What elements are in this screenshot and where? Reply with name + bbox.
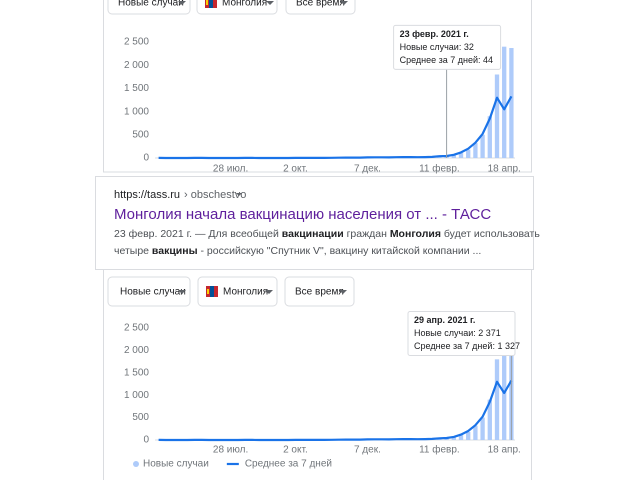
chart: 0 500 1 000 1 500 2 000 2 500 28 июл. 2 окт. 7 д… [124, 311, 521, 470]
tooltip [407, 311, 516, 356]
x-tick-label: 7 дек. [354, 445, 381, 456]
snippet-line: 23 февр. 2021 г. — Для всеобщей вакцинац… [114, 228, 540, 240]
dropdown-arrow [266, 1, 274, 5]
x-tick-label: 18 апр. [488, 164, 521, 175]
legend-swatch [133, 461, 139, 467]
bar [451, 155, 456, 158]
filter-chip[interactable] [284, 276, 355, 307]
result-title[interactable]: Монголия начала вакцинацию населения от … [114, 206, 491, 223]
y-tick-label: 2 000 [124, 345, 149, 356]
bar [444, 438, 449, 440]
menu-arrow[interactable] [236, 193, 242, 196]
bar [494, 74, 500, 158]
snippet-bold: вакцинации [282, 228, 344, 240]
tooltip-line: Среднее за 7 дней: 1 327 [414, 341, 520, 351]
legend-label: Среднее за 7 дней [245, 459, 332, 470]
x-tick-label: 2 окт. [283, 164, 308, 175]
filter-chip[interactable] [107, 276, 191, 307]
bar [509, 48, 514, 158]
line [158, 379, 513, 442]
bar [466, 431, 471, 440]
search-result-card [95, 176, 534, 270]
y-tick-label: 500 [132, 129, 149, 140]
bar [487, 116, 492, 158]
snippet-text: граждан [344, 228, 390, 240]
bar [502, 332, 507, 440]
chip-label[interactable]: Новые случаи [120, 287, 186, 298]
x-tick-label: 11 февр. [419, 444, 460, 456]
snippet-text: будет использовать [441, 228, 540, 240]
bar [473, 143, 478, 158]
y-tick-label: 2 500 [124, 323, 149, 334]
bar [480, 417, 485, 440]
x-tick-label: 18 апр. [488, 445, 521, 456]
filter-chip[interactable] [197, 276, 278, 307]
x-tick-label: 28 июл. [213, 164, 248, 175]
filter-chip[interactable] [196, 0, 278, 15]
y-tick-label: 1 000 [124, 390, 149, 401]
filter-bar: Новые случаи Монголия Все время [107, 276, 355, 307]
y-tick-label: 500 [132, 412, 149, 423]
url[interactable]: https://tass.ru [114, 189, 180, 201]
chip-label[interactable]: Новые случаи [118, 0, 184, 9]
chart: 0 500 1 000 1 500 2 000 2 500 28 июл. 2 окт. 7 д… [124, 24, 521, 175]
dropdown-arrow [339, 290, 347, 294]
snippet-bold: вакцины [152, 245, 198, 257]
breadcrumb[interactable]: › obschestvo [184, 189, 246, 201]
x-tick-label: 28 июл. [213, 445, 248, 456]
snippet-text: четыре [114, 245, 152, 257]
y-tick-label: 1 000 [124, 106, 149, 117]
bar [458, 152, 464, 158]
chip-label[interactable]: Все время [295, 287, 344, 298]
tooltip-line: Среднее за 7 дней: 44 [400, 55, 493, 65]
tooltip [393, 24, 502, 70]
chip-label[interactable]: Монголия [222, 0, 267, 9]
x-tick-label: 11 февр. [419, 163, 460, 175]
dropdown-arrow [178, 290, 186, 294]
filter-chip[interactable] [285, 0, 356, 15]
y-tick-label: 0 [143, 435, 149, 446]
dropdown-arrow [178, 1, 186, 5]
flag [205, 0, 217, 8]
filter-bar: Новые случаи Монголия Все время [107, 0, 356, 15]
dropdown-arrow [340, 1, 348, 5]
bar [466, 149, 471, 158]
y-tick-label: 2 500 [124, 37, 149, 48]
search-result: https://tass.ru › obschestvo Монголия нач… [114, 189, 540, 257]
bar [480, 134, 485, 158]
result-url[interactable]: https://tass.ru › obschestvo [114, 189, 246, 201]
bar [451, 437, 456, 440]
line [158, 95, 513, 160]
tooltip-line: Новые случаи: 2 371 [414, 328, 501, 338]
snippet-bold: Монголия [390, 228, 441, 240]
bar [502, 46, 507, 158]
filter-chip[interactable] [107, 0, 191, 15]
tooltip-line: Новые случаи: 32 [400, 42, 474, 52]
tooltip-date: 29 апр. 2021 г. [414, 315, 475, 325]
bar [487, 399, 492, 440]
chip-label[interactable]: Монголия [223, 287, 268, 298]
legend-label: Новые случаи [143, 459, 209, 470]
snippet-text: 23 февр. 2021 г. — Для всеобщей [114, 228, 282, 240]
tooltip-date: 23 февр. 2021 г. [400, 29, 469, 39]
snippet-text: - российскую "Спутник V", вакцину китайс… [198, 245, 482, 257]
bar [458, 435, 464, 440]
y-tick-label: 0 [143, 153, 149, 164]
bar [494, 359, 500, 440]
y-tick-label: 2 000 [124, 60, 149, 71]
bar [473, 425, 478, 440]
dropdown-arrow [265, 290, 273, 294]
x-tick-label: 7 дек. [354, 164, 381, 175]
y-tick-label: 1 500 [124, 83, 149, 94]
snippet-line: четыре вакцины - российскую "Спутник V",… [114, 245, 481, 257]
x-tick-label: 2 окт. [283, 445, 308, 456]
flag [206, 286, 218, 297]
y-tick-label: 1 500 [124, 367, 149, 378]
chip-label[interactable]: Все время [296, 0, 345, 9]
